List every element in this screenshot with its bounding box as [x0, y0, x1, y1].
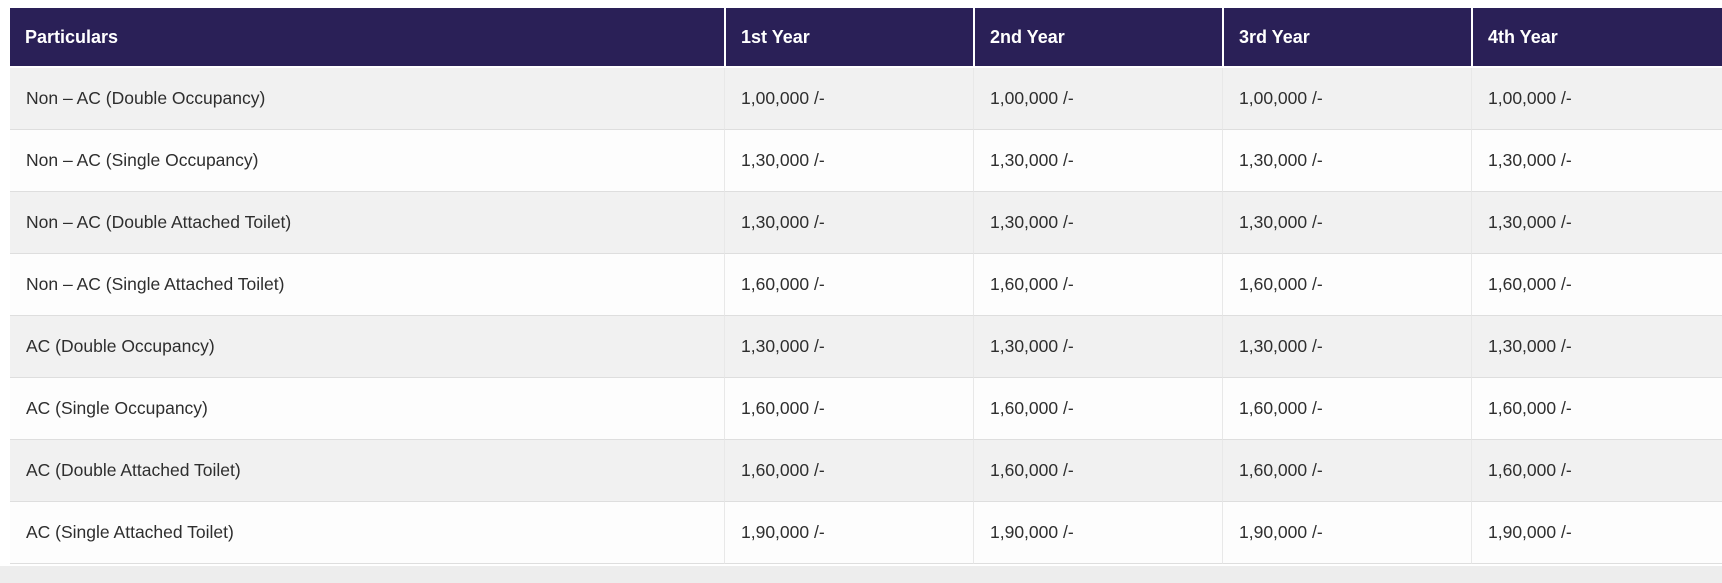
- value-cell-3rd-year: 1,00,000 /-: [1222, 68, 1471, 130]
- row-label-cell: AC (Double Attached Toilet): [10, 440, 724, 502]
- value-cell-1st-year: 1,90,000 /-: [724, 502, 973, 564]
- column-header-2nd-year: 2nd Year: [973, 8, 1222, 68]
- value-cell-2nd-year: 1,30,000 /-: [973, 130, 1222, 192]
- value-cell-3rd-year: 1,60,000 /-: [1222, 254, 1471, 316]
- value-cell-3rd-year: 1,60,000 /-: [1222, 378, 1471, 440]
- value-cell-3rd-year: 1,30,000 /-: [1222, 316, 1471, 378]
- value-cell-4th-year: 1,00,000 /-: [1471, 68, 1722, 130]
- value-cell-2nd-year: 1,30,000 /-: [973, 316, 1222, 378]
- value-cell-2nd-year: 1,60,000 /-: [973, 378, 1222, 440]
- value-cell-3rd-year: 1,30,000 /-: [1222, 130, 1471, 192]
- table-header: Particulars 1st Year 2nd Year 3rd Year 4…: [10, 8, 1722, 68]
- value-cell-2nd-year: 1,60,000 /-: [973, 254, 1222, 316]
- table-row: AC (Single Attached Toilet) 1,90,000 /- …: [10, 502, 1722, 564]
- value-cell-2nd-year: 1,30,000 /-: [973, 192, 1222, 254]
- value-cell-1st-year: 1,60,000 /-: [724, 378, 973, 440]
- column-header-1st-year: 1st Year: [724, 8, 973, 68]
- value-cell-4th-year: 1,60,000 /-: [1471, 440, 1722, 502]
- value-cell-1st-year: 1,30,000 /-: [724, 130, 973, 192]
- value-cell-2nd-year: 1,90,000 /-: [973, 502, 1222, 564]
- row-label-cell: AC (Double Occupancy): [10, 316, 724, 378]
- table-row: AC (Double Attached Toilet) 1,60,000 /- …: [10, 440, 1722, 502]
- value-cell-4th-year: 1,60,000 /-: [1471, 254, 1722, 316]
- value-cell-4th-year: 1,30,000 /-: [1471, 192, 1722, 254]
- value-cell-2nd-year: 1,60,000 /-: [973, 440, 1222, 502]
- value-cell-4th-year: 1,30,000 /-: [1471, 316, 1722, 378]
- table-body: Non – AC (Double Occupancy) 1,00,000 /- …: [10, 68, 1722, 564]
- value-cell-4th-year: 1,30,000 /-: [1471, 130, 1722, 192]
- table-row: Non – AC (Double Occupancy) 1,00,000 /- …: [10, 68, 1722, 130]
- table-row: Non – AC (Double Attached Toilet) 1,30,0…: [10, 192, 1722, 254]
- value-cell-4th-year: 1,90,000 /-: [1471, 502, 1722, 564]
- column-header-particulars: Particulars: [10, 8, 724, 68]
- value-cell-1st-year: 1,30,000 /-: [724, 192, 973, 254]
- table-row: AC (Double Occupancy) 1,30,000 /- 1,30,0…: [10, 316, 1722, 378]
- row-label-cell: AC (Single Attached Toilet): [10, 502, 724, 564]
- value-cell-3rd-year: 1,60,000 /-: [1222, 440, 1471, 502]
- page-footer-strip: [0, 566, 1722, 583]
- value-cell-2nd-year: 1,00,000 /-: [973, 68, 1222, 130]
- column-header-3rd-year: 3rd Year: [1222, 8, 1471, 68]
- row-label-cell: Non – AC (Double Attached Toilet): [10, 192, 724, 254]
- value-cell-1st-year: 1,60,000 /-: [724, 440, 973, 502]
- table-row: Non – AC (Single Attached Toilet) 1,60,0…: [10, 254, 1722, 316]
- hostel-fees-table: Particulars 1st Year 2nd Year 3rd Year 4…: [10, 8, 1722, 564]
- table-row: AC (Single Occupancy) 1,60,000 /- 1,60,0…: [10, 378, 1722, 440]
- column-header-4th-year: 4th Year: [1471, 8, 1722, 68]
- table-row: Non – AC (Single Occupancy) 1,30,000 /- …: [10, 130, 1722, 192]
- row-label-cell: Non – AC (Single Attached Toilet): [10, 254, 724, 316]
- value-cell-1st-year: 1,30,000 /-: [724, 316, 973, 378]
- row-label-cell: Non – AC (Double Occupancy): [10, 68, 724, 130]
- row-label-cell: Non – AC (Single Occupancy): [10, 130, 724, 192]
- row-label-cell: AC (Single Occupancy): [10, 378, 724, 440]
- value-cell-3rd-year: 1,90,000 /-: [1222, 502, 1471, 564]
- value-cell-4th-year: 1,60,000 /-: [1471, 378, 1722, 440]
- table-header-row: Particulars 1st Year 2nd Year 3rd Year 4…: [10, 8, 1722, 68]
- value-cell-1st-year: 1,60,000 /-: [724, 254, 973, 316]
- value-cell-3rd-year: 1,30,000 /-: [1222, 192, 1471, 254]
- value-cell-1st-year: 1,00,000 /-: [724, 68, 973, 130]
